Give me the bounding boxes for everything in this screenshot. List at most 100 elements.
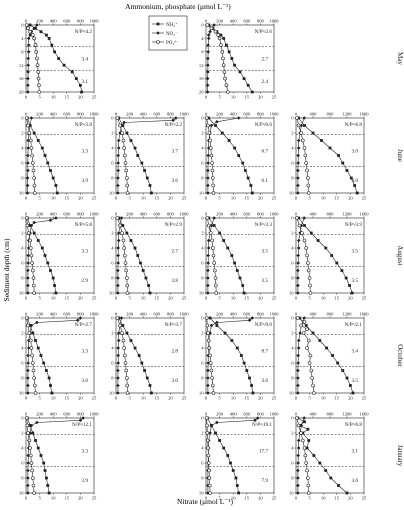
data-point <box>302 416 306 420</box>
data-point <box>210 376 214 380</box>
data-point <box>125 331 129 335</box>
layer-ratio-label: 17.7 <box>259 449 268 455</box>
bottom-tick-label: 5 <box>38 496 41 501</box>
data-point <box>355 191 359 195</box>
depth-tick-label: 20 <box>19 90 24 95</box>
panel-frame <box>25 217 95 294</box>
data-point <box>329 476 333 480</box>
data-point <box>116 146 121 150</box>
data-point <box>296 453 300 458</box>
top-tick-label: 1200 <box>342 412 352 417</box>
bottom-tick-label: 0 <box>25 196 28 201</box>
data-point <box>306 427 310 431</box>
top-tick-label: 800 <box>257 312 265 317</box>
depth-tick-label: 2 <box>291 131 294 136</box>
data-point <box>43 469 47 472</box>
data-point <box>305 253 309 258</box>
data-point <box>51 276 55 280</box>
layer-ratio-label: 7.9 <box>262 478 269 484</box>
bottom-tick-label: 25 <box>92 95 97 100</box>
data-point <box>353 184 357 187</box>
data-point <box>206 461 211 465</box>
data-point <box>296 338 301 343</box>
bottom-tick-label: 10 <box>51 396 56 401</box>
data-point <box>26 338 31 343</box>
data-point <box>39 30 43 34</box>
depth-tick-label: 6 <box>201 461 204 466</box>
data-point <box>31 483 36 488</box>
data-point <box>208 431 212 435</box>
depth-tick-label: 10 <box>289 391 294 396</box>
bottom-tick-label: 20 <box>348 296 353 301</box>
data-point <box>207 468 211 473</box>
depth-tick-label: 10 <box>19 291 24 296</box>
depth-tick-label: 8 <box>291 476 294 481</box>
data-point <box>28 338 33 343</box>
top-tick-label: 600 <box>63 312 71 317</box>
panel-june-1: 0 200 400 600 800 1000 0 5 10 15 20 25 0 2 4 6 8 10 N/P≈3.… <box>19 112 99 201</box>
panel-october-2: 0 200 400 600 800 1000 0 5 10 15 20 25 0 2 4 6 8 10 N/P≈3.… <box>109 312 189 401</box>
data-point <box>295 316 300 320</box>
data-point <box>226 454 230 457</box>
data-point <box>34 339 37 342</box>
top-tick-label: 0 <box>25 112 28 117</box>
data-point <box>36 70 41 74</box>
layer-ratio-label: 3.0 <box>82 378 89 384</box>
data-point <box>116 138 121 143</box>
data-point <box>125 183 130 188</box>
data-point <box>121 224 125 227</box>
top-tick-label: 0 <box>25 19 28 24</box>
depth-tick-label: 6 <box>21 361 24 366</box>
data-point <box>26 361 30 365</box>
data-point <box>47 37 51 40</box>
data-point <box>123 261 128 265</box>
data-point <box>300 438 305 443</box>
data-point <box>241 284 245 287</box>
bottom-tick-label: 25 <box>362 396 367 401</box>
data-point <box>26 83 30 88</box>
data-point <box>116 276 120 280</box>
ratio-label: N/P≈3.8 <box>75 122 93 128</box>
depth-tick-label: 4 <box>201 36 204 41</box>
data-point <box>115 116 120 120</box>
bottom-tick-label: 10 <box>51 496 56 501</box>
depth-tick-label: 0 <box>111 116 114 121</box>
depth-tick-label: 8 <box>21 49 24 54</box>
data-point <box>206 56 210 61</box>
data-point <box>222 239 226 242</box>
data-point <box>306 191 311 195</box>
data-point <box>116 376 120 380</box>
ratio-label: N/P≈3.3 <box>255 222 273 228</box>
data-point <box>304 161 309 165</box>
data-point <box>81 416 85 420</box>
top-tick-label: 200 <box>126 312 134 317</box>
bottom-tick-label: 20 <box>78 396 83 401</box>
data-point <box>46 161 50 165</box>
data-point <box>234 476 238 480</box>
top-tick-label: 1000 <box>269 19 279 24</box>
depth-tick-label: 0 <box>21 316 24 321</box>
data-point <box>216 33 221 37</box>
depth-tick-label: 0 <box>201 116 204 121</box>
data-point <box>208 231 213 235</box>
depth-tick-label: 10 <box>109 291 114 296</box>
panel-frame <box>25 317 95 394</box>
data-point <box>32 176 36 180</box>
depth-tick-label: 12 <box>19 63 24 68</box>
data-point <box>233 146 236 150</box>
data-point <box>24 316 29 320</box>
data-point <box>214 291 218 295</box>
data-point <box>219 43 223 47</box>
data-point <box>306 491 311 495</box>
data-point <box>299 131 303 135</box>
data-point <box>318 461 322 465</box>
bottom-axis-label: Nitrate (μmol L⁻¹) <box>177 497 234 506</box>
depth-tick-label: 4 <box>201 346 204 351</box>
bottom-tick-label: 5 <box>308 196 311 201</box>
data-point <box>306 268 311 273</box>
panel-frame <box>25 117 95 194</box>
legend-marker <box>156 22 160 26</box>
depth-tick-label: 10 <box>289 191 294 196</box>
top-tick-label: 800 <box>167 112 175 117</box>
data-point <box>217 36 222 41</box>
